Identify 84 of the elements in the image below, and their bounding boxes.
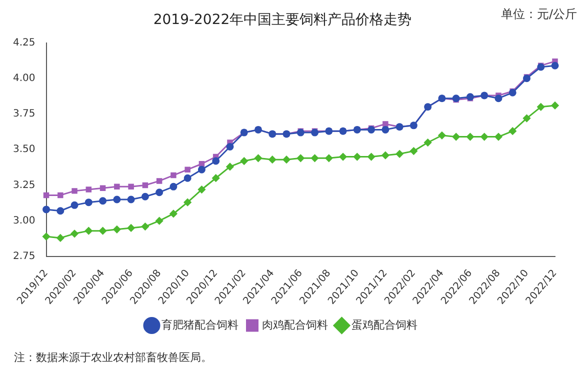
- point: [113, 196, 121, 204]
- point: [508, 127, 516, 135]
- chart-title: 2019-2022年中国主要饲料产品价格走势: [153, 12, 412, 28]
- point: [84, 198, 92, 206]
- point: [282, 156, 290, 164]
- point: [184, 198, 192, 206]
- point: [100, 185, 106, 191]
- point: [537, 103, 545, 111]
- point: [522, 74, 530, 82]
- point: [311, 128, 319, 136]
- point: [56, 207, 64, 215]
- point: [42, 232, 50, 240]
- y-tick-label: 4.00: [13, 73, 36, 84]
- point: [114, 184, 120, 190]
- point: [438, 132, 446, 140]
- point: [156, 188, 164, 196]
- point: [170, 172, 176, 178]
- point: [58, 192, 64, 198]
- point: [113, 226, 121, 234]
- point: [226, 143, 234, 151]
- point: [184, 166, 190, 172]
- point: [170, 210, 178, 218]
- point: [268, 156, 276, 164]
- point: [410, 147, 418, 155]
- point: [424, 138, 432, 146]
- point: [325, 154, 333, 162]
- point: [56, 234, 64, 242]
- point: [156, 178, 162, 184]
- text: 单位：元/公斤: [500, 6, 577, 23]
- point: [226, 162, 234, 170]
- point: [86, 186, 92, 192]
- point: [84, 227, 92, 235]
- point: [127, 196, 135, 204]
- point: [551, 102, 559, 110]
- point: [212, 174, 220, 182]
- point: [296, 154, 304, 162]
- point: [311, 154, 319, 162]
- text: 注：数据来源于农业农村部畜牧兽医局。: [14, 350, 212, 365]
- point: [198, 186, 206, 194]
- point: [42, 206, 50, 214]
- point: [466, 133, 474, 141]
- y-tick-label: 3.00: [13, 215, 36, 226]
- y-tick-label: 2.75: [13, 251, 36, 262]
- y-tick-label: 4.25: [13, 37, 36, 48]
- point: [382, 152, 390, 160]
- point: [70, 230, 78, 238]
- point: [43, 192, 50, 198]
- point: [127, 224, 135, 232]
- point: [296, 128, 304, 136]
- point: [240, 157, 248, 165]
- y-tick-label: 3.75: [13, 108, 36, 120]
- point: [494, 133, 502, 141]
- point: [141, 192, 149, 200]
- point: [254, 154, 262, 162]
- point: [99, 227, 107, 235]
- point: [480, 133, 488, 141]
- point: [70, 201, 78, 209]
- legend-label: 肉鸡配合饲料: [262, 318, 328, 332]
- point: [368, 153, 376, 161]
- point: [452, 133, 460, 141]
- point: [212, 157, 220, 165]
- point: [382, 126, 390, 134]
- point: [198, 161, 205, 167]
- point: [141, 222, 149, 230]
- y-tick-label: 3.50: [13, 144, 36, 156]
- point: [522, 114, 530, 122]
- point: [396, 150, 404, 158]
- point: [382, 121, 388, 127]
- point: [128, 184, 134, 190]
- legend-label: 蛋鸡配合饲料: [351, 318, 418, 332]
- point: [184, 174, 192, 182]
- point: [72, 188, 78, 194]
- point: [494, 94, 502, 102]
- point: [537, 63, 545, 71]
- legend-label: 育肥猪配合饲料: [161, 318, 238, 332]
- point: [156, 217, 164, 225]
- point: [353, 153, 361, 161]
- point: [198, 166, 206, 174]
- point: [551, 62, 559, 70]
- point: [99, 197, 107, 205]
- y-tick-label: 3.25: [13, 180, 36, 191]
- point: [339, 153, 347, 161]
- point: [142, 182, 148, 188]
- point: [170, 182, 178, 190]
